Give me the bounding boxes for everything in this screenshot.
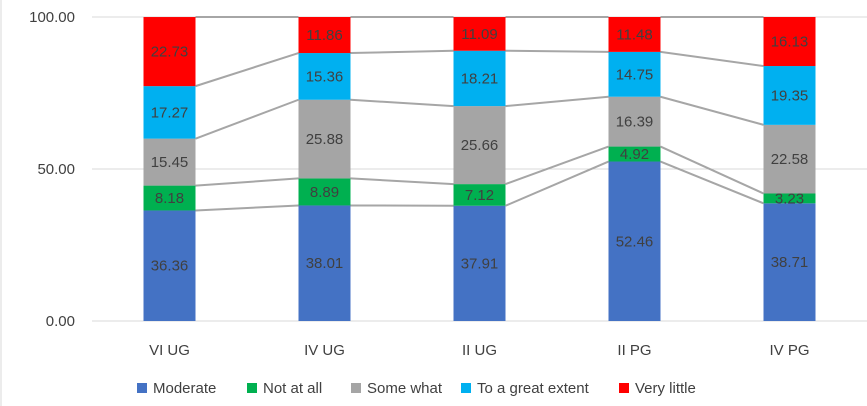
data-label: 14.75 <box>616 66 654 83</box>
data-labels: 36.36 38.01 37.91 52.46 38.71 8.18 8.89 7.12 4.9… <box>151 26 809 275</box>
bar-segment <box>143 86 196 139</box>
bar-segment <box>608 146 661 162</box>
bar-segment <box>608 96 661 147</box>
series-line <box>195 204 299 212</box>
data-label: 37.91 <box>461 255 499 272</box>
legend-label: Some what <box>367 380 443 397</box>
data-label: 15.45 <box>151 154 189 171</box>
bar-segment <box>608 17 661 52</box>
bar-segment <box>763 193 816 204</box>
bar-segment <box>763 124 816 194</box>
data-label: 22.58 <box>771 151 809 168</box>
data-label: 16.13 <box>771 34 809 51</box>
legend-label: Moderate <box>153 380 216 397</box>
bar-segment <box>453 184 506 206</box>
data-label: 16.39 <box>616 114 654 131</box>
series-line <box>505 160 609 207</box>
x-tick-label: IV PG <box>769 342 809 359</box>
data-label: 25.66 <box>461 137 499 154</box>
data-label: 36.36 <box>151 258 189 275</box>
series-line <box>350 177 454 186</box>
series-line <box>660 95 764 126</box>
bar-segment <box>298 178 351 206</box>
bar-segment <box>143 17 196 87</box>
series-line <box>660 50 764 68</box>
x-tick-label: VI UG <box>149 342 190 359</box>
legend-swatch <box>619 383 629 393</box>
data-label: 7.12 <box>465 187 494 204</box>
series-line <box>505 95 609 108</box>
bar-segment <box>298 205 351 321</box>
series-line <box>660 160 764 205</box>
legend-label: To a great extent <box>477 380 590 397</box>
bar-segment <box>763 203 816 321</box>
y-tick-label: 50.00 <box>37 161 75 178</box>
bar-segment <box>143 138 196 186</box>
series-line <box>350 98 454 108</box>
data-label: 8.89 <box>310 184 339 201</box>
x-tick-label: IV UG <box>304 342 345 359</box>
series-line <box>505 145 609 186</box>
bar-segment <box>453 205 506 321</box>
series-lines <box>195 16 764 212</box>
y-tick-label: 100.00 <box>29 9 75 26</box>
data-label: 22.73 <box>151 44 189 61</box>
series-line <box>195 177 299 187</box>
data-label: 11.09 <box>461 26 497 43</box>
bar-segment <box>298 53 351 100</box>
data-label: 38.71 <box>771 254 809 271</box>
legend-label: Very little <box>635 380 696 397</box>
legend: Moderate Not at all Some what To a great ex… <box>137 380 696 397</box>
series-line <box>195 98 299 140</box>
bar-segment <box>143 210 196 321</box>
bar-segment <box>763 66 816 125</box>
bar-segment <box>298 99 351 179</box>
legend-label: Not at all <box>263 380 322 397</box>
data-label: 11.48 <box>616 26 652 43</box>
bars <box>143 17 816 321</box>
data-label: 3.23 <box>775 190 804 207</box>
data-label: 19.35 <box>771 87 809 104</box>
bar-segment <box>608 161 661 321</box>
legend-swatch <box>351 383 361 393</box>
data-label: 52.46 <box>616 233 654 250</box>
bar-segment <box>608 51 661 97</box>
legend-swatch <box>137 383 147 393</box>
data-label: 17.27 <box>151 104 189 121</box>
data-label: 38.01 <box>306 255 344 272</box>
data-label: 8.18 <box>155 190 184 207</box>
x-tick-label: II UG <box>462 342 497 359</box>
series-line <box>660 145 764 195</box>
data-label: 11.86 <box>306 27 342 44</box>
series-line <box>350 49 454 55</box>
bar-segment <box>763 17 816 67</box>
data-label: 4.92 <box>620 146 649 163</box>
legend-swatch <box>247 383 257 393</box>
series-line <box>195 52 299 88</box>
data-label: 15.36 <box>306 68 344 85</box>
data-label: 18.21 <box>461 70 499 87</box>
bar-segment <box>453 50 506 107</box>
bar-segment <box>143 185 196 211</box>
x-tick-label: II PG <box>617 342 651 359</box>
bar-segment <box>453 17 506 51</box>
bar-segment <box>453 106 506 185</box>
data-label: 25.88 <box>306 131 344 148</box>
series-line <box>505 49 609 53</box>
y-tick-label: 0.00 <box>46 313 75 330</box>
legend-swatch <box>461 383 471 393</box>
bar-segment <box>298 17 351 54</box>
